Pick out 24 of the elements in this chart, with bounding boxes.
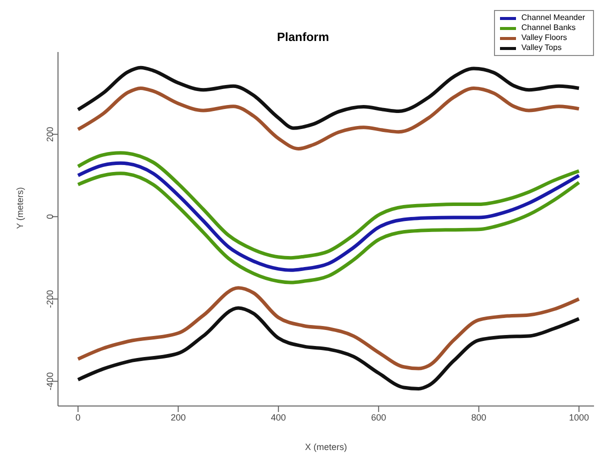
line-series (76, 161, 581, 272)
x-tick-label: 1000 (568, 412, 589, 422)
y-tick-label: -200 (45, 290, 56, 308)
x-axis-title: X (meters) (304, 442, 348, 452)
x-tick-label: 600 (371, 412, 386, 422)
x-tick-label: 800 (471, 412, 486, 422)
y-tick-label: 0 (45, 214, 56, 220)
legend-label: Channel Meander (521, 13, 585, 23)
y-tick-label: 200 (45, 126, 56, 142)
x-tick-label: 400 (270, 412, 286, 422)
chart-title: Planform (276, 30, 329, 44)
legend-label: Channel Banks (521, 23, 576, 33)
y-axis-title: Y (meters) (15, 187, 26, 229)
line-series (76, 151, 581, 260)
x-tick-label: 0 (76, 412, 81, 422)
line-series (76, 172, 581, 284)
y-tick-label: -400 (45, 372, 56, 390)
line-series (76, 306, 581, 390)
line-series (76, 86, 581, 150)
legend-label: Valley Tops (521, 43, 562, 53)
x-tick-label: 200 (170, 412, 186, 422)
line-series (76, 66, 581, 130)
line-series (76, 286, 581, 370)
legend-label: Valley Floors (521, 33, 568, 43)
